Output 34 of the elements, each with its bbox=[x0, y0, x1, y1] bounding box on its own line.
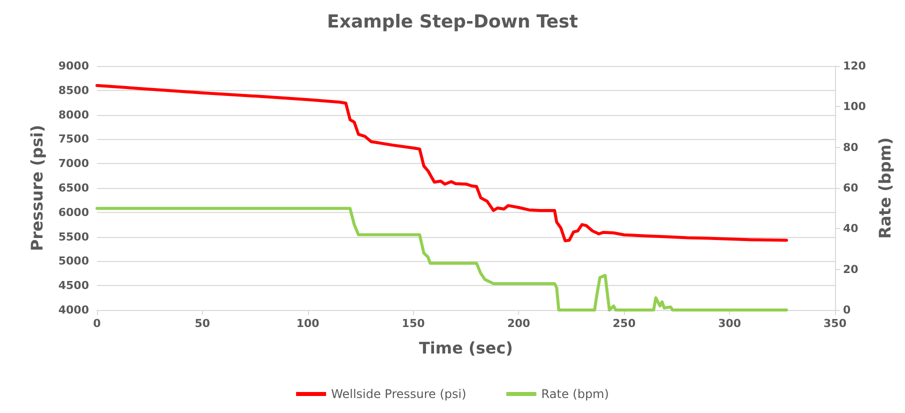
x-tick-label: 250 bbox=[612, 317, 636, 330]
y-tick-label: 7000 bbox=[58, 157, 90, 170]
x-tick-label: 150 bbox=[402, 317, 426, 330]
y2-axis-title: Rate (bpm) bbox=[875, 137, 894, 239]
y2-tick-label: 0 bbox=[843, 304, 851, 316]
x-tick-label: 300 bbox=[718, 317, 742, 330]
x-tick-label: 100 bbox=[296, 317, 320, 330]
legend-label: Rate (bpm) bbox=[541, 387, 609, 401]
x-tick-label: 50 bbox=[194, 317, 210, 330]
line-series bbox=[96, 206, 788, 312]
y-tick-label: 5000 bbox=[58, 254, 90, 268]
x-tick-label: 350 bbox=[824, 317, 847, 330]
y-tick-label: 6500 bbox=[58, 182, 90, 194]
y-tick-label: 8500 bbox=[58, 84, 90, 97]
y2-tick-label: 60 bbox=[843, 182, 859, 194]
y-tick-label: 6000 bbox=[58, 206, 90, 219]
y-tick-label: 5500 bbox=[58, 230, 90, 244]
y-tick-label: 4500 bbox=[58, 279, 90, 292]
line-series bbox=[96, 84, 788, 242]
y2-tick-label: 20 bbox=[843, 262, 859, 276]
legend-label: Wellside Pressure (psi) bbox=[331, 387, 466, 401]
chart-title: Example Step-Down Test bbox=[327, 12, 578, 32]
y-tick-label: 4000 bbox=[58, 304, 90, 316]
y-tick-label: 7500 bbox=[58, 132, 90, 146]
x-tick-label: 200 bbox=[507, 317, 531, 330]
y-axis-title: Pressure (psi) bbox=[28, 124, 46, 252]
y2-tick-label: 120 bbox=[843, 60, 866, 72]
y-tick-label: 9000 bbox=[58, 60, 90, 72]
y2-tick-label: 40 bbox=[843, 222, 859, 236]
y2-tick-label: 100 bbox=[843, 100, 866, 114]
y2-tick-label: 80 bbox=[843, 140, 859, 154]
x-tick-label: 0 bbox=[93, 317, 102, 330]
x-axis-title: Time (sec) bbox=[419, 338, 513, 358]
y-tick-label: 8000 bbox=[58, 108, 90, 122]
